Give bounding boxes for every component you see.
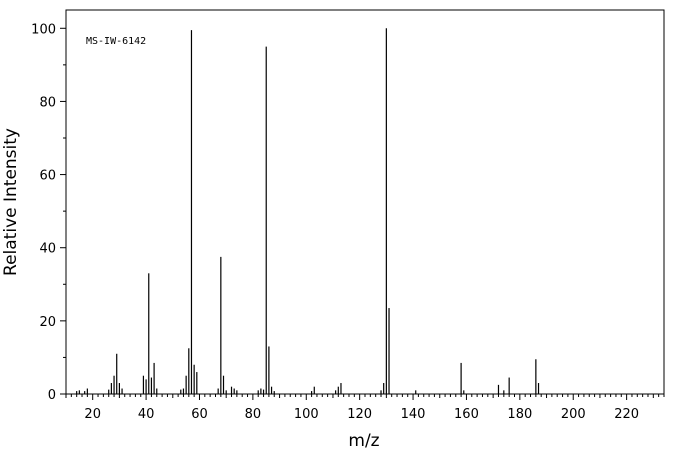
y-tick-label: 0 [48, 388, 56, 403]
y-axis-title: Relative Intensity [1, 128, 21, 276]
plot-frame [65, 9, 665, 395]
x-axis-title: m/z [348, 431, 379, 451]
x-tick-label: 60 [191, 407, 208, 422]
x-tick-label: 100 [294, 407, 319, 422]
x-tick-label: 200 [561, 407, 586, 422]
x-tick-label: 80 [245, 407, 262, 422]
y-tick-label: 40 [39, 242, 56, 257]
x-tick-label: 140 [401, 407, 426, 422]
y-tick-label: 100 [31, 22, 56, 37]
x-tick-label: 120 [347, 407, 372, 422]
x-tick-label: 160 [454, 407, 479, 422]
y-tick-label: 20 [39, 315, 56, 330]
y-tick-label: 60 [39, 169, 56, 184]
x-tick-label: 40 [138, 407, 155, 422]
spectrum-peaks [76, 28, 540, 394]
axis-ticks [60, 27, 665, 400]
x-tick-label: 220 [614, 407, 639, 422]
tick-labels: 20 40 60 80 100 120 140 160 180 200 220 0 20 40 60 80 10… [31, 22, 639, 422]
x-tick-label: 180 [507, 407, 532, 422]
chart-annotation: MS-IW-6142 [86, 36, 146, 47]
x-tick-label: 20 [84, 407, 101, 422]
y-tick-label: 80 [39, 95, 56, 110]
